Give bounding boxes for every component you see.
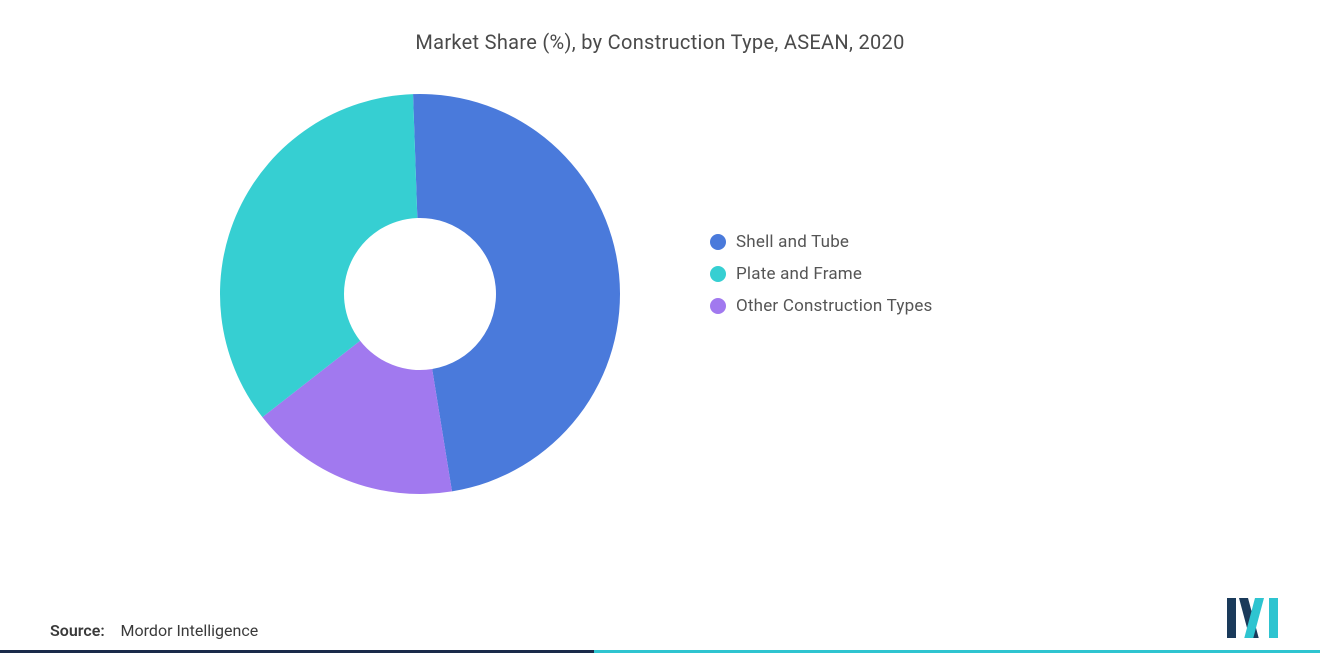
legend-item: Other Construction Types [710, 296, 933, 316]
legend: Shell and Tube Plate and Frame Other Const… [710, 232, 933, 316]
chart-container: Market Share (%), by Construction Type, … [0, 0, 1320, 665]
source-text: Mordor Intelligence [121, 621, 259, 640]
legend-marker-icon [710, 266, 726, 282]
legend-marker-icon [710, 298, 726, 314]
mordor-logo-icon [1225, 595, 1285, 640]
legend-marker-icon [710, 234, 726, 250]
legend-item: Plate and Frame [710, 264, 933, 284]
chart-area: Shell and Tube Plate and Frame Other Const… [50, 84, 1270, 504]
legend-label: Other Construction Types [736, 296, 933, 316]
legend-item: Shell and Tube [710, 232, 933, 252]
chart-title: Market Share (%), by Construction Type, … [50, 30, 1270, 54]
source-attribution: Source: Mordor Intelligence [50, 621, 258, 640]
legend-label: Plate and Frame [736, 264, 862, 284]
footer-underline [0, 650, 1320, 653]
donut-slice [413, 94, 620, 491]
donut-chart [210, 84, 630, 504]
legend-label: Shell and Tube [736, 232, 849, 252]
source-label: Source: [50, 621, 105, 640]
